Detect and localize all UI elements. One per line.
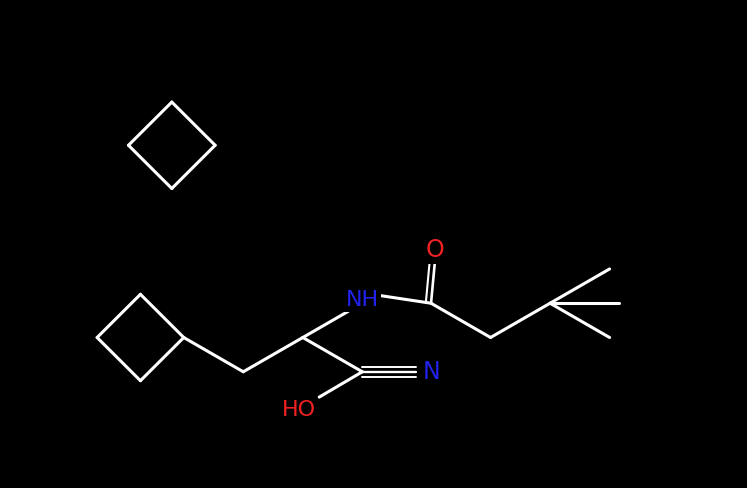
Text: NH: NH xyxy=(346,289,379,309)
Text: O: O xyxy=(425,238,444,262)
Text: HO: HO xyxy=(282,400,316,420)
Text: N: N xyxy=(422,360,440,384)
